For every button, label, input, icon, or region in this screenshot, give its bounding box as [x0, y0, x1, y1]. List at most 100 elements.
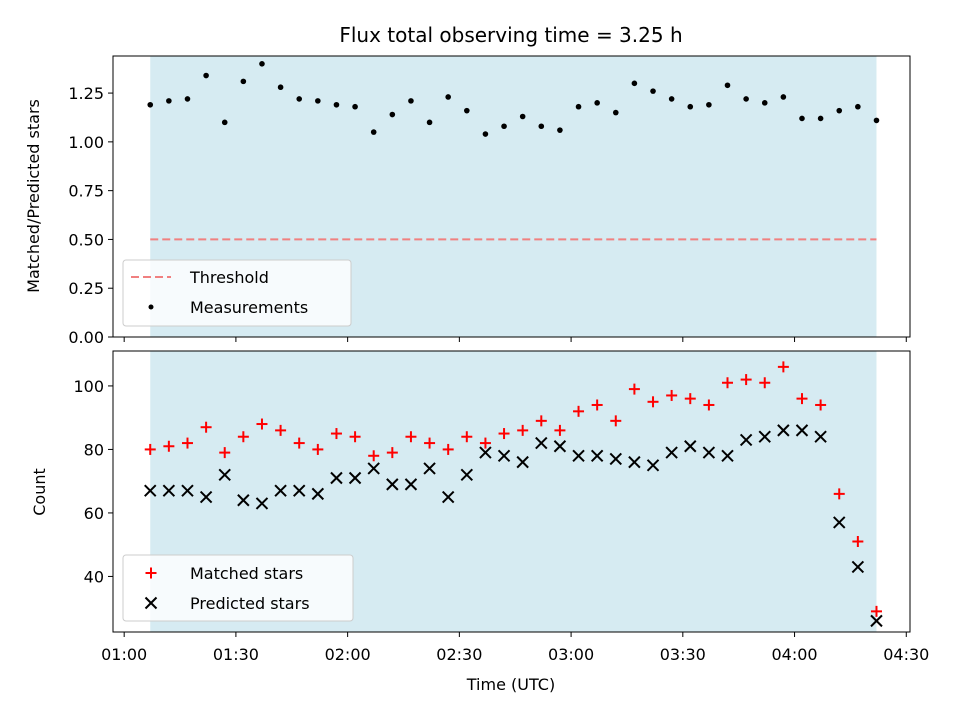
measurement-point: [501, 123, 507, 130]
x-tick-label: 02:00: [325, 645, 371, 664]
predicted-point: [330, 471, 343, 485]
measurement-point: [482, 131, 489, 137]
matched-point: [479, 437, 491, 449]
matched-point: [684, 393, 696, 405]
matched-point: [349, 431, 361, 443]
chart-title: Flux total observing time = 3.25 h: [339, 23, 682, 47]
count-x-ticks: 01:00 01:30 02:00 02:30 03:00 03:30 04:00 04:30: [101, 632, 929, 664]
x-tick-label: 03:00: [548, 645, 594, 664]
measurement-point: [259, 61, 265, 67]
count-y-axis-label: Count: [30, 468, 49, 516]
measurement-point: [724, 82, 731, 89]
measurement-point: [855, 103, 861, 110]
predicted-point: [311, 487, 325, 501]
predicted-point: [367, 462, 380, 475]
legend-threshold-label: Threshold: [189, 268, 269, 287]
matched-point: [833, 488, 845, 500]
predicted-point: [535, 436, 548, 450]
matched-point: [144, 443, 156, 455]
measurement-point: [389, 111, 396, 118]
measurement-point: [668, 96, 675, 102]
count-y-tick-label: 80: [84, 440, 104, 459]
matched-point: [498, 428, 510, 440]
measurement-point: [370, 129, 377, 135]
matched-point: [740, 374, 752, 386]
ratio-y-tick-label: 0.75: [68, 182, 104, 201]
ratio-y-tick-label: 0.25: [68, 279, 104, 298]
measurement-point: [836, 107, 843, 114]
matched-point: [424, 437, 436, 449]
matched-point: [722, 377, 734, 389]
matched-point: [293, 437, 305, 449]
ratio-x-ticks: [123, 337, 907, 342]
predicted-point: [237, 494, 250, 507]
predicted-point: [516, 455, 529, 469]
measurement-point: [780, 94, 787, 100]
measurement-point: [873, 117, 880, 124]
measurement-point: [557, 127, 563, 133]
count-y-tick-label: 60: [84, 504, 104, 523]
predicted-point: [758, 430, 771, 443]
matched-point: [870, 605, 882, 617]
matched-point: [256, 418, 268, 430]
predicted-point: [274, 484, 287, 497]
matched-point: [386, 447, 398, 459]
predicted-point: [777, 424, 790, 437]
predicted-point: [646, 459, 660, 472]
predicted-point: [684, 440, 697, 453]
ratio-y-tick-label: 1.00: [68, 133, 104, 152]
x-tick-label: 02:30: [436, 645, 482, 664]
matched-point: [591, 399, 603, 411]
count-marks: [144, 361, 883, 628]
predicted-point: [348, 471, 362, 485]
legend-predicted-marker: [144, 596, 158, 610]
matched-point: [368, 450, 380, 462]
measurement-point: [817, 115, 824, 122]
matched-point: [628, 383, 640, 395]
matched-point: [573, 405, 585, 417]
predicted-point: [702, 446, 716, 459]
measurement-point: [761, 100, 768, 106]
predicted-point: [386, 478, 399, 491]
x-tick-label: 04:00: [771, 645, 817, 664]
ratio-y-tick-label: 0.00: [68, 328, 104, 347]
measurement-point: [240, 78, 247, 85]
predicted-point: [162, 484, 176, 497]
measurement-point: [408, 98, 414, 104]
predicted-point: [479, 446, 492, 459]
measurement-point: [464, 107, 470, 114]
x-axis-label: Time (UTC): [466, 675, 555, 694]
predicted-point: [590, 449, 604, 462]
measurement-point: [519, 113, 526, 120]
measurement-point: [594, 100, 600, 106]
matched-point: [796, 393, 808, 405]
measurement-point: [277, 84, 284, 91]
matched-point: [852, 536, 864, 548]
predicted-point: [721, 449, 734, 462]
count-y-ticks: 40 60 80 100: [73, 377, 113, 586]
matched-point: [275, 424, 287, 436]
matched-point: [461, 431, 473, 443]
legend-matched-swatch: [145, 567, 157, 579]
legend-predicted-swatch: [144, 596, 158, 610]
matched-point: [330, 428, 342, 440]
measurement-point: [575, 103, 582, 110]
measurement-point: [799, 115, 805, 122]
legend-predicted-label: Predicted stars: [190, 594, 310, 613]
predicted-point: [553, 440, 567, 453]
count-axes-frame: [112, 350, 911, 633]
matched-point: [535, 415, 547, 427]
predicted-point: [739, 433, 753, 447]
predicted-point: [628, 455, 641, 469]
ratio-legend-box: [122, 259, 352, 327]
predicted-point: [572, 449, 585, 462]
predicted-point: [255, 497, 269, 510]
measurement-point: [687, 103, 694, 110]
legend-matched-label: Matched stars: [190, 564, 303, 583]
count-legend-box: [122, 554, 354, 622]
matched-point: [554, 424, 566, 436]
x-tick-label: 01:30: [213, 645, 259, 664]
matched-point: [759, 377, 771, 389]
matched-point: [200, 421, 212, 433]
